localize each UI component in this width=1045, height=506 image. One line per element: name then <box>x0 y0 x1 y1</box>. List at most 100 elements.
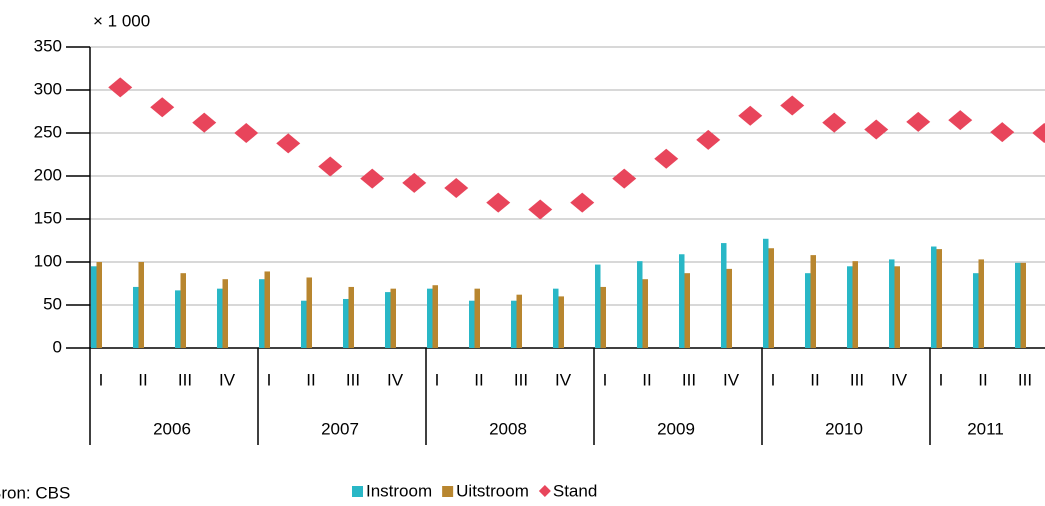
x-tick-label: I <box>267 370 272 389</box>
x-tick-label: III <box>178 370 192 389</box>
bar <box>894 266 900 348</box>
bar <box>217 288 223 348</box>
x-tick-label: III <box>850 370 864 389</box>
x-tick-label: I <box>939 370 944 389</box>
x-tick-label: II <box>138 370 147 389</box>
x-tick-label: III <box>346 370 360 389</box>
x-tick-label: IV <box>387 370 404 389</box>
marker <box>402 172 427 193</box>
bar <box>264 271 270 348</box>
marker <box>948 110 973 131</box>
x-tick-label: I <box>771 370 776 389</box>
x-tick-label: I <box>435 370 440 389</box>
bar <box>558 296 564 348</box>
legend-swatch <box>442 486 454 497</box>
y-tick-label: 250 <box>34 122 62 141</box>
marker <box>360 168 385 189</box>
bar <box>553 288 559 348</box>
marker <box>696 129 721 150</box>
year-label: 2009 <box>657 419 695 438</box>
marker <box>234 123 259 143</box>
bar <box>390 288 396 348</box>
marker <box>318 156 343 177</box>
bar <box>805 273 811 348</box>
x-tick-label: IV <box>219 370 236 389</box>
x-tick-label: II <box>810 370 819 389</box>
bar <box>469 300 475 348</box>
x-tick-label: II <box>978 370 987 389</box>
bar <box>91 266 97 348</box>
x-tick-label: I <box>99 370 104 389</box>
marker <box>570 192 595 213</box>
legend-label: Stand <box>553 481 597 500</box>
x-tick-label: IV <box>555 370 572 389</box>
legend-swatch <box>538 485 551 497</box>
bar <box>852 261 858 348</box>
marker <box>612 168 637 189</box>
y-tick-label: 300 <box>34 79 62 98</box>
bar <box>973 273 979 348</box>
bar <box>810 255 816 348</box>
bar <box>222 279 228 348</box>
source: Bron: CBS <box>0 483 70 502</box>
marker <box>906 111 931 132</box>
marker <box>864 119 889 140</box>
marker <box>150 97 175 118</box>
year-label: 2010 <box>825 419 863 438</box>
x-tick-label: III <box>1018 370 1032 389</box>
x-tick-label: III <box>514 370 528 389</box>
bar <box>138 262 144 348</box>
x-tick-label: I <box>603 370 608 389</box>
year-label: 2006 <box>153 419 191 438</box>
bar <box>348 286 354 348</box>
bar <box>180 273 186 348</box>
bar <box>1020 262 1026 348</box>
bar <box>1015 262 1021 348</box>
y-tick-label: 50 <box>43 294 62 313</box>
year-label: 2008 <box>489 419 527 438</box>
bar <box>595 264 601 348</box>
bar <box>978 259 984 348</box>
y-tick-label: 200 <box>34 165 62 184</box>
bar <box>684 273 690 348</box>
legend-swatch <box>352 486 363 497</box>
bar <box>600 286 606 348</box>
marker <box>1032 123 1045 143</box>
marker <box>528 199 553 220</box>
bar <box>306 277 312 348</box>
bar <box>637 261 643 348</box>
year-label: 2007 <box>321 419 359 438</box>
y-tick-label: 150 <box>34 208 62 227</box>
marker <box>780 95 805 116</box>
marker <box>444 178 469 199</box>
legend-label: Instroom <box>366 481 432 500</box>
bar <box>721 243 727 348</box>
marker <box>738 105 763 126</box>
bar <box>427 288 433 348</box>
bar <box>936 249 942 348</box>
marker <box>486 192 511 213</box>
marker <box>108 77 133 98</box>
marker <box>990 122 1015 143</box>
x-tick-label: III <box>682 370 696 389</box>
bar <box>385 292 391 348</box>
bar <box>931 246 937 348</box>
bar <box>889 259 895 348</box>
bar <box>516 294 522 348</box>
bar <box>847 266 853 348</box>
bar <box>768 248 774 348</box>
bar <box>96 262 102 348</box>
bar <box>133 286 139 348</box>
x-tick-label: II <box>306 370 315 389</box>
legend-label: Uitstroom <box>456 481 529 500</box>
bar <box>259 279 265 348</box>
y-tick-label: 100 <box>34 251 62 270</box>
x-tick-label: II <box>474 370 483 389</box>
y-tick-label: 0 <box>53 337 62 356</box>
bar <box>175 290 181 348</box>
marker <box>276 133 301 154</box>
marker <box>654 148 679 169</box>
unit-label: × 1 000 <box>93 11 150 30</box>
bar <box>432 285 438 348</box>
